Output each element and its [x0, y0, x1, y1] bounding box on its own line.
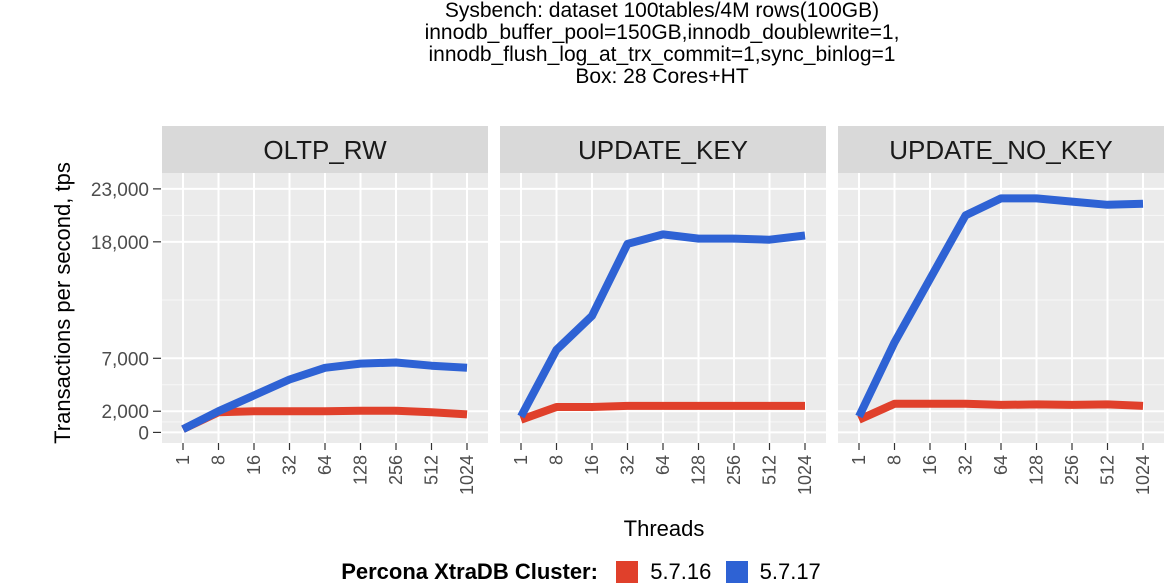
x-tick-label: 32 [618, 455, 638, 475]
x-tick-label: 16 [920, 455, 940, 475]
series-line-5-7-16 [857, 399, 1144, 424]
x-axis-label: Threads [624, 516, 705, 541]
x-tick-label: 8 [547, 455, 567, 465]
x-tick-label: 512 [422, 455, 442, 485]
y-tick-label: 2,000 [101, 402, 149, 423]
facet-strip [838, 126, 1164, 173]
facet-label: UPDATE_KEY [578, 135, 748, 165]
legend: Percona XtraDB Cluster: 5.7.16 5.7.17 [0, 558, 1166, 586]
x-tick-label: 8 [209, 455, 229, 465]
legend-label-5-7-17: 5.7.17 [759, 559, 821, 584]
legend-title: Percona XtraDB Cluster: [341, 559, 598, 584]
x-tick-label: 32 [956, 455, 976, 475]
x-tick-label: 512 [760, 455, 780, 485]
x-tick-label: 32 [280, 455, 300, 475]
x-tick-label: 16 [582, 455, 602, 475]
x-tick-label: 1024 [795, 455, 815, 495]
x-tick-label: 256 [386, 455, 406, 485]
x-tick-label: 1 [849, 455, 869, 465]
y-tick-label: 7,000 [101, 349, 149, 370]
y-tick-label: 18,000 [91, 233, 149, 254]
x-tick-label: 128 [351, 455, 371, 485]
facet-label: OLTP_RW [263, 135, 387, 165]
legend-label-5-7-16: 5.7.16 [650, 559, 712, 584]
x-tick-label: 64 [653, 455, 673, 475]
x-tick-label: 512 [1098, 455, 1118, 485]
x-tick-label: 16 [244, 455, 264, 475]
x-tick-label: 1 [173, 455, 193, 465]
x-tick-label: 8 [885, 455, 905, 465]
chart-title-line: innodb_buffer_pool=150GB,innodb_doublewr… [424, 21, 900, 44]
facet-label: UPDATE_NO_KEY [889, 135, 1112, 165]
facet-strip [500, 126, 826, 173]
x-tick-label: 256 [724, 455, 744, 485]
x-tick-label: 128 [689, 455, 709, 485]
chart-title-line: Box: 28 Cores+HT [575, 65, 749, 88]
facet-strip [162, 126, 488, 173]
series-line-5-7-16 [181, 406, 468, 433]
chart-plot-area: Threads Transactions per second, tps 02,… [50, 126, 1164, 541]
y-axis-label: Transactions per second, tps [50, 162, 75, 444]
chart-title: Sysbench: dataset 100tables/4M rows(100G… [0, 0, 1166, 88]
x-tick-label: 256 [1062, 455, 1082, 485]
x-tick-label: 64 [315, 455, 335, 475]
legend-swatch-5-7-16 [616, 561, 639, 583]
y-tick-label: 23,000 [91, 180, 149, 201]
chart-title-line: Sysbench: dataset 100tables/4M rows(100G… [444, 0, 880, 22]
x-tick-label: 1 [511, 455, 531, 465]
y-tick-label: 0 [138, 423, 149, 444]
chart-title-line: innodb_flush_log_at_trx_commit=1,sync_bi… [428, 43, 896, 66]
x-tick-label: 128 [1027, 455, 1047, 485]
series-line-5-7-17 [517, 230, 806, 419]
series-line-5-7-16 [519, 401, 805, 424]
series-line-5-7-17 [855, 194, 1144, 419]
x-tick-label: 1024 [1133, 455, 1153, 495]
legend-swatch-5-7-17 [725, 561, 748, 583]
x-tick-label: 64 [991, 455, 1011, 475]
x-tick-label: 1024 [457, 455, 477, 495]
series-line-5-7-17 [181, 358, 468, 433]
